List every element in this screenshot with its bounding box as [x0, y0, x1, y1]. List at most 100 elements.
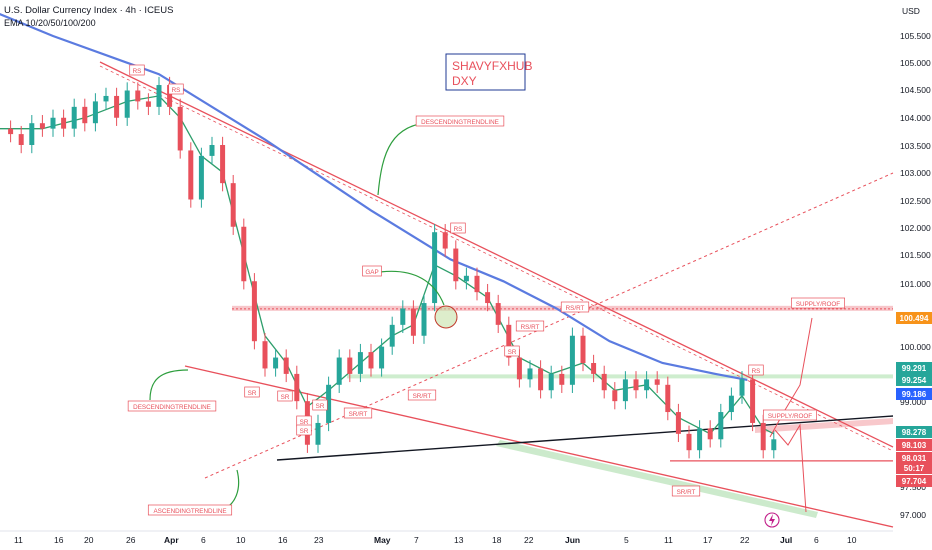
- annotation-box: [407, 389, 437, 401]
- candle-body: [548, 373, 554, 391]
- candle-body: [622, 379, 628, 402]
- y-tick-label: 101.000: [900, 279, 931, 289]
- y-tick-label: 102.500: [900, 196, 931, 206]
- indicator-label[interactable]: EMA 10/20/50/100/200: [4, 18, 96, 28]
- candle-body: [580, 335, 586, 363]
- candle-body: [527, 368, 533, 380]
- price-label-text: 99.186: [902, 390, 927, 399]
- x-tick-label: 10: [236, 535, 246, 545]
- annotation-box: [362, 265, 382, 277]
- green-demand-zone: [496, 440, 818, 518]
- candle-body: [421, 303, 427, 336]
- projection-down: [774, 423, 807, 513]
- price-label-box: [896, 312, 932, 324]
- candle-body: [686, 433, 692, 451]
- x-tick-label: 23: [314, 535, 324, 545]
- x-tick-label: 10: [847, 535, 857, 545]
- x-tick-label: 22: [524, 535, 534, 545]
- annotation-box: [790, 297, 845, 309]
- candle-body: [728, 395, 734, 413]
- x-tick-label: 13: [454, 535, 464, 545]
- annotation-label: SR: [316, 403, 325, 410]
- annotation-label: SR/RT: [349, 411, 368, 418]
- candle-body: [569, 335, 575, 385]
- y-tick-label: 102.000: [900, 223, 931, 233]
- price-label-text: 100.494: [900, 314, 929, 323]
- y-tick-label: 101.500: [900, 250, 931, 260]
- chart-header: U.S. Dollar Currency Index · 4h · ICEUS …: [4, 4, 173, 30]
- connector-gap: [379, 270, 445, 306]
- annotation-box: [560, 301, 590, 313]
- candle-body: [410, 308, 416, 336]
- x-tick-label: 22: [740, 535, 750, 545]
- descending-trendline-upper: [99, 61, 894, 448]
- candle-body: [283, 357, 289, 374]
- annotation-label: SR/RT: [413, 393, 432, 400]
- annotation-label: SR: [508, 349, 517, 356]
- candle-body: [167, 85, 173, 107]
- candle-body: [495, 303, 501, 325]
- candle-body: [262, 341, 268, 369]
- candle-body: [591, 363, 597, 374]
- candle-body: [145, 101, 151, 107]
- symbol-title[interactable]: U.S. Dollar Currency Index · 4h · ICEUS: [4, 5, 174, 16]
- y-tick-label: 105.500: [900, 31, 931, 41]
- annotation-box: [343, 407, 373, 419]
- candle-body: [103, 95, 109, 102]
- candle-body: [347, 357, 353, 374]
- candle-body: [230, 183, 236, 227]
- candle-body: [474, 275, 480, 293]
- candle-body: [389, 324, 395, 347]
- connector-descending-left: [149, 369, 189, 401]
- candle-body: [71, 106, 77, 129]
- annotation-box: [312, 399, 328, 411]
- annotation-label: SUPPLY/ROOF: [768, 413, 812, 420]
- candle-body: [29, 123, 35, 145]
- price-label-box: [896, 362, 932, 374]
- candle-body: [198, 155, 204, 200]
- candle-body: [18, 134, 24, 145]
- candle-body: [442, 232, 448, 249]
- price-label-box: [896, 426, 932, 438]
- annotation-label: SR: [300, 428, 309, 435]
- annotation-box: [147, 504, 233, 516]
- candle-body: [506, 324, 512, 358]
- y-tick-label: 103.000: [900, 168, 931, 178]
- candle-body: [750, 379, 756, 423]
- y-tick-label: 104.500: [900, 85, 931, 95]
- x-tick-label: 11: [14, 535, 23, 545]
- x-tick-label: Jul: [780, 535, 792, 545]
- lightning-icon-bolt: [769, 514, 775, 526]
- price-label-box: [896, 462, 932, 474]
- candle-body: [39, 123, 45, 129]
- x-tick-label: 26: [126, 535, 136, 545]
- watermark-box: [445, 53, 526, 91]
- annotation-box: [671, 485, 701, 497]
- candle-body: [453, 248, 459, 282]
- support-band: [347, 374, 893, 379]
- annotation-label: ASCENDINGTRENDLINE: [153, 508, 226, 515]
- price-label-text: 98.278: [902, 428, 927, 437]
- x-tick-label: 18: [492, 535, 502, 545]
- x-tick-label: 6: [814, 535, 819, 545]
- annotation-label: GAP: [365, 269, 378, 276]
- price-label-text: 99.254: [902, 376, 927, 385]
- x-tick-label: 6: [201, 535, 206, 545]
- annotation-label: RS/RT: [521, 324, 540, 331]
- candle-body: [665, 384, 671, 413]
- watermark-line1: SHAVYFXHUB: [452, 59, 532, 73]
- y-tick-label: 104.000: [900, 113, 931, 123]
- annotation-label: RS/RT: [566, 305, 585, 312]
- x-tick-label: 20: [84, 535, 94, 545]
- candle-body: [273, 357, 279, 369]
- annotation-label: RS: [133, 68, 142, 75]
- candle-body: [251, 281, 257, 342]
- price-label-box: [896, 374, 932, 386]
- connector-descending-top: [377, 121, 433, 196]
- x-tick-label: 16: [54, 535, 64, 545]
- candle-body: [432, 232, 438, 304]
- annotation-label: SR/RT: [677, 489, 696, 496]
- candle-body: [156, 85, 162, 107]
- annotation-box: [450, 222, 466, 234]
